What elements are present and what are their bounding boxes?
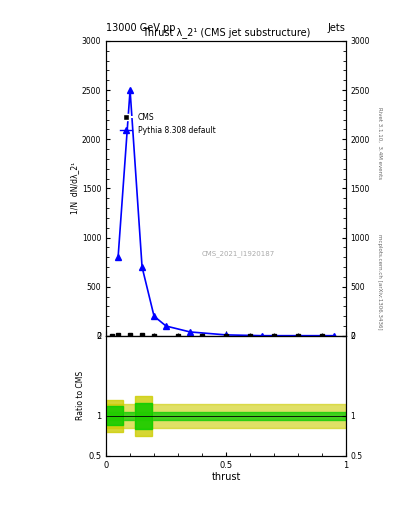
- Text: CMS_2021_I1920187: CMS_2021_I1920187: [201, 250, 275, 257]
- Bar: [135, 396, 152, 436]
- Text: Rivet 3.1.10,  3.4M events: Rivet 3.1.10, 3.4M events: [377, 108, 382, 179]
- Bar: [106, 412, 346, 420]
- Title: Thrust λ_2¹ (CMS jet substructure): Thrust λ_2¹ (CMS jet substructure): [142, 28, 310, 38]
- Y-axis label: Ratio to CMS: Ratio to CMS: [76, 371, 85, 420]
- X-axis label: thrust: thrust: [211, 472, 241, 482]
- Bar: [106, 404, 346, 428]
- Text: Jets: Jets: [328, 23, 346, 33]
- Legend: CMS, Pythia 8.308 default: CMS, Pythia 8.308 default: [117, 110, 219, 138]
- Text: 13000 GeV pp: 13000 GeV pp: [106, 23, 176, 33]
- Bar: [106, 406, 123, 425]
- Y-axis label: 1/N  dN/dλ_2¹: 1/N dN/dλ_2¹: [70, 162, 79, 215]
- Text: mcplots.cern.ch [arXiv:1306.3436]: mcplots.cern.ch [arXiv:1306.3436]: [377, 234, 382, 329]
- Bar: [106, 400, 123, 432]
- Bar: [135, 403, 152, 429]
